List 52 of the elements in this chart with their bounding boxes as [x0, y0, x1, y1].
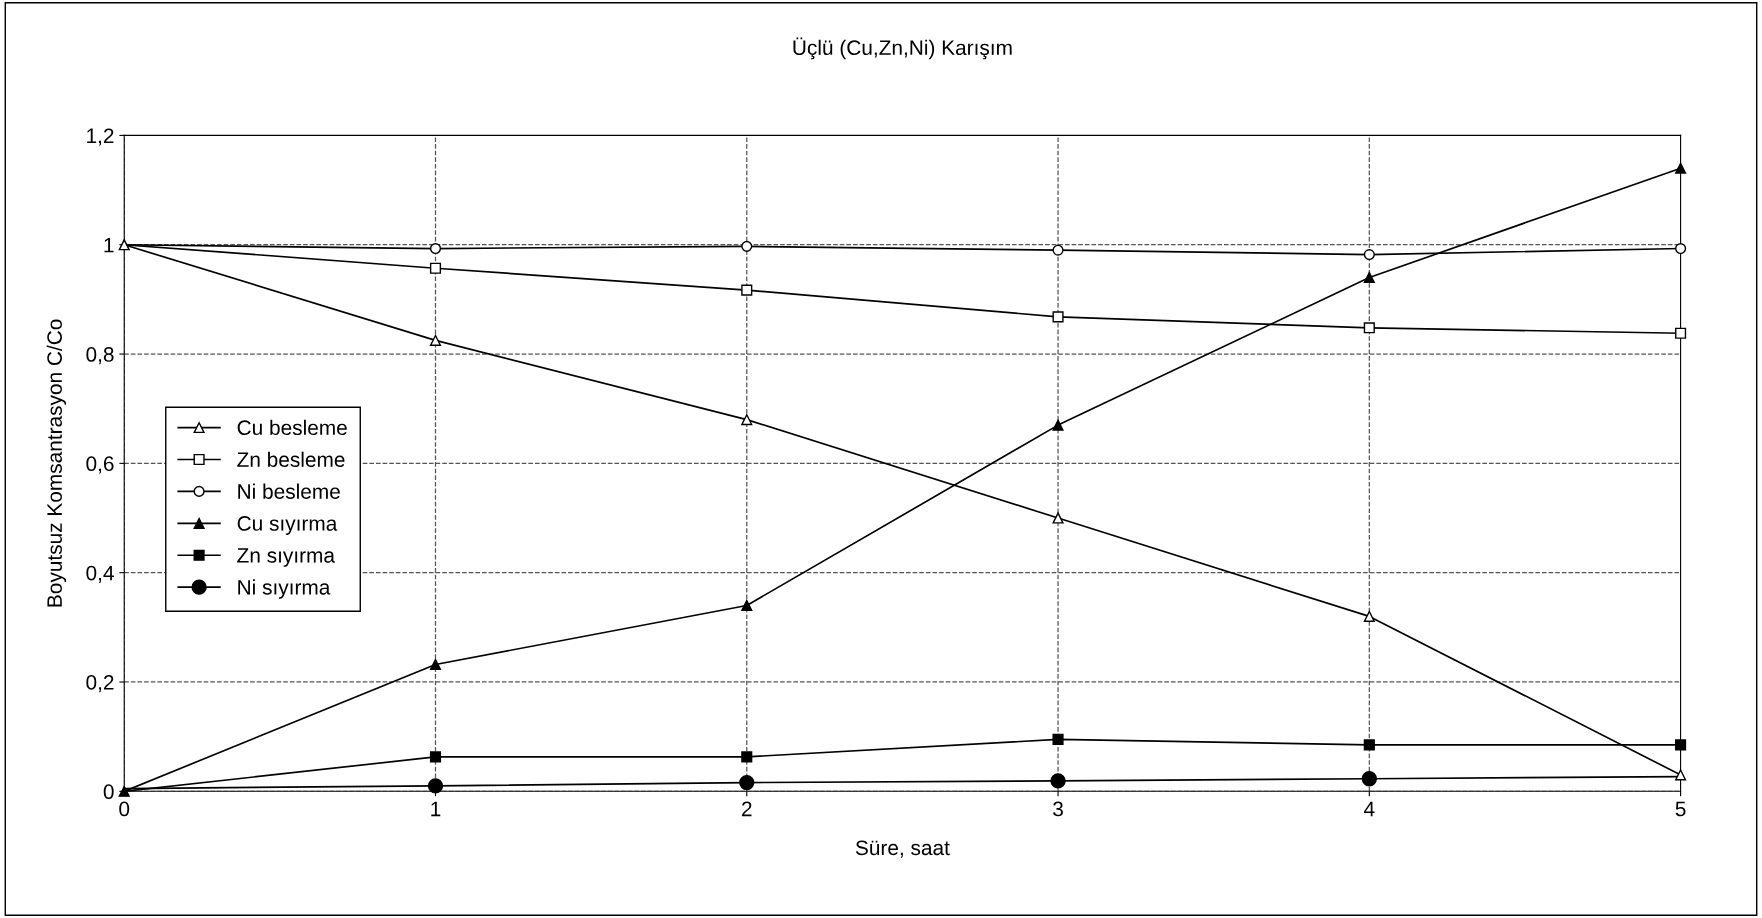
legend-label: Zn besleme [237, 451, 345, 467]
x-tick-label: 1 [431, 801, 441, 817]
point [1052, 512, 1064, 524]
point [1363, 739, 1375, 751]
point [429, 658, 442, 671]
point [118, 785, 130, 797]
point [741, 599, 753, 612]
point [429, 242, 442, 255]
x-tick-label: 4 [1364, 801, 1375, 817]
point [739, 774, 755, 791]
y-tick-label: 0 [103, 784, 114, 800]
point [1361, 771, 1377, 787]
x-tick-label: 3 [1053, 801, 1063, 817]
legend-label: Cu sıyırma [237, 516, 338, 535]
point [1675, 327, 1687, 339]
point [741, 284, 753, 296]
point [429, 334, 442, 346]
legend-label: Zn sıyırma [237, 548, 335, 567]
point [1052, 244, 1064, 256]
legend-label: Ni sıyırma [238, 579, 331, 599]
legend-label: Ni besleme [238, 483, 340, 499]
point [1363, 610, 1375, 622]
point [1363, 249, 1375, 261]
point [1675, 739, 1687, 751]
point [1050, 773, 1066, 789]
point [1052, 733, 1064, 745]
point [1363, 271, 1375, 284]
point [1052, 419, 1064, 431]
point [1363, 322, 1375, 334]
point [741, 240, 753, 252]
y-tick-label: 0,6 [86, 456, 114, 474]
y-tick-label: 0,2 [86, 675, 114, 693]
y-axis-title: Boyutsuz Komsantrasyon C/Co [46, 319, 67, 607]
point [741, 751, 753, 763]
point [741, 414, 753, 426]
point [1052, 311, 1064, 323]
x-tick-label: 0 [119, 801, 130, 817]
point [427, 778, 444, 794]
legend-label: Cu besleme [237, 419, 347, 436]
point [1675, 769, 1687, 781]
chart-title: Üçlü (Cu,Zn,Ni) Karışım [793, 37, 1012, 60]
point [429, 262, 442, 274]
x-tick-label: 2 [742, 801, 752, 817]
point [429, 751, 442, 763]
point [1675, 242, 1687, 255]
y-tick-label: 1 [104, 237, 114, 253]
y-tick-label: 0,8 [86, 347, 114, 365]
x-axis-title: Süre, saat [855, 840, 950, 858]
y-tick-label: 0,4 [86, 565, 114, 583]
x-tick-label: 5 [1675, 801, 1686, 817]
point [1675, 162, 1687, 174]
y-tick-label: 1,2 [87, 128, 114, 146]
